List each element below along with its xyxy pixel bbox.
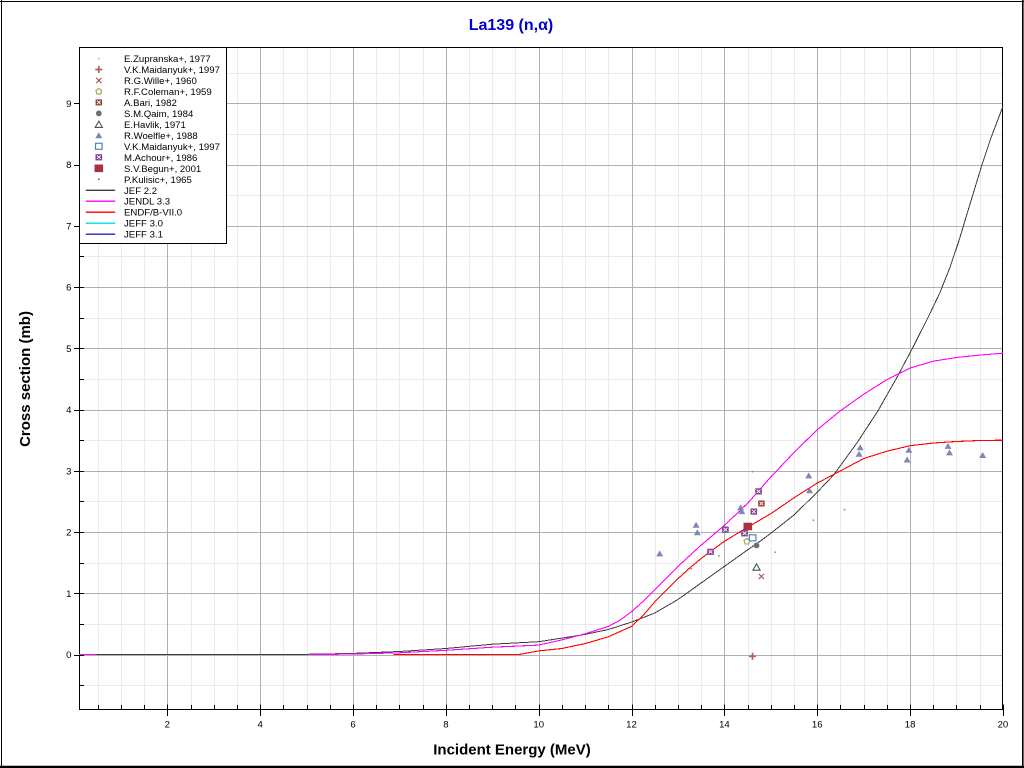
svg-text:4: 4 (258, 720, 264, 731)
svg-text:9: 9 (66, 99, 71, 110)
svg-text:La139 (n,α): La139 (n,α) (469, 17, 554, 34)
svg-text:JENDL 3.3: JENDL 3.3 (124, 197, 170, 208)
svg-text:JEFF 3.0: JEFF 3.0 (124, 219, 163, 230)
svg-text:8: 8 (443, 720, 448, 731)
svg-text:1: 1 (66, 589, 71, 600)
svg-text:5: 5 (66, 344, 71, 355)
svg-text:JEFF 3.1: JEFF 3.1 (124, 230, 163, 241)
svg-text:6: 6 (66, 283, 71, 294)
svg-text:Cross section (mb): Cross section (mb) (17, 311, 34, 447)
svg-text:E.Zupranska+, 1977: E.Zupranska+, 1977 (124, 54, 211, 65)
svg-text:18: 18 (905, 720, 916, 731)
svg-text:20: 20 (998, 720, 1009, 731)
svg-text:R.G.Wille+, 1960: R.G.Wille+, 1960 (124, 76, 197, 87)
svg-text:Incident Energy (MeV): Incident Energy (MeV) (433, 742, 591, 759)
svg-text:2: 2 (66, 528, 71, 539)
svg-text:R.F.Coleman+, 1959: R.F.Coleman+, 1959 (124, 87, 212, 98)
svg-text:S.M.Qaim, 1984: S.M.Qaim, 1984 (124, 109, 194, 120)
svg-text:V.K.Maidanyuk+, 1997: V.K.Maidanyuk+, 1997 (124, 142, 220, 153)
svg-text:4: 4 (66, 405, 72, 416)
svg-text:JEF 2.2: JEF 2.2 (124, 186, 157, 197)
svg-text:3: 3 (66, 467, 71, 478)
svg-text:0: 0 (66, 650, 71, 661)
svg-text:7: 7 (66, 222, 71, 233)
svg-text:16: 16 (812, 720, 823, 731)
svg-text:E.Havlik, 1971: E.Havlik, 1971 (124, 120, 186, 131)
svg-text:V.K.Maidanyuk+, 1997: V.K.Maidanyuk+, 1997 (124, 65, 220, 76)
svg-text:A.Bari, 1982: A.Bari, 1982 (124, 98, 177, 109)
svg-text:R.Woelfle+, 1988: R.Woelfle+, 1988 (124, 131, 198, 142)
svg-text:2: 2 (165, 720, 170, 731)
svg-text:12: 12 (626, 720, 637, 731)
svg-text:P.Kulisic+, 1965: P.Kulisic+, 1965 (124, 175, 192, 186)
svg-text:M.Achour+, 1986: M.Achour+, 1986 (124, 153, 197, 164)
svg-text:8: 8 (66, 160, 71, 171)
svg-text:S.V.Begun+, 2001: S.V.Begun+, 2001 (124, 164, 201, 175)
svg-text:ENDF/B-VII.0: ENDF/B-VII.0 (124, 208, 182, 219)
svg-text:6: 6 (350, 720, 355, 731)
svg-text:10: 10 (533, 720, 544, 731)
svg-text:14: 14 (719, 720, 730, 731)
